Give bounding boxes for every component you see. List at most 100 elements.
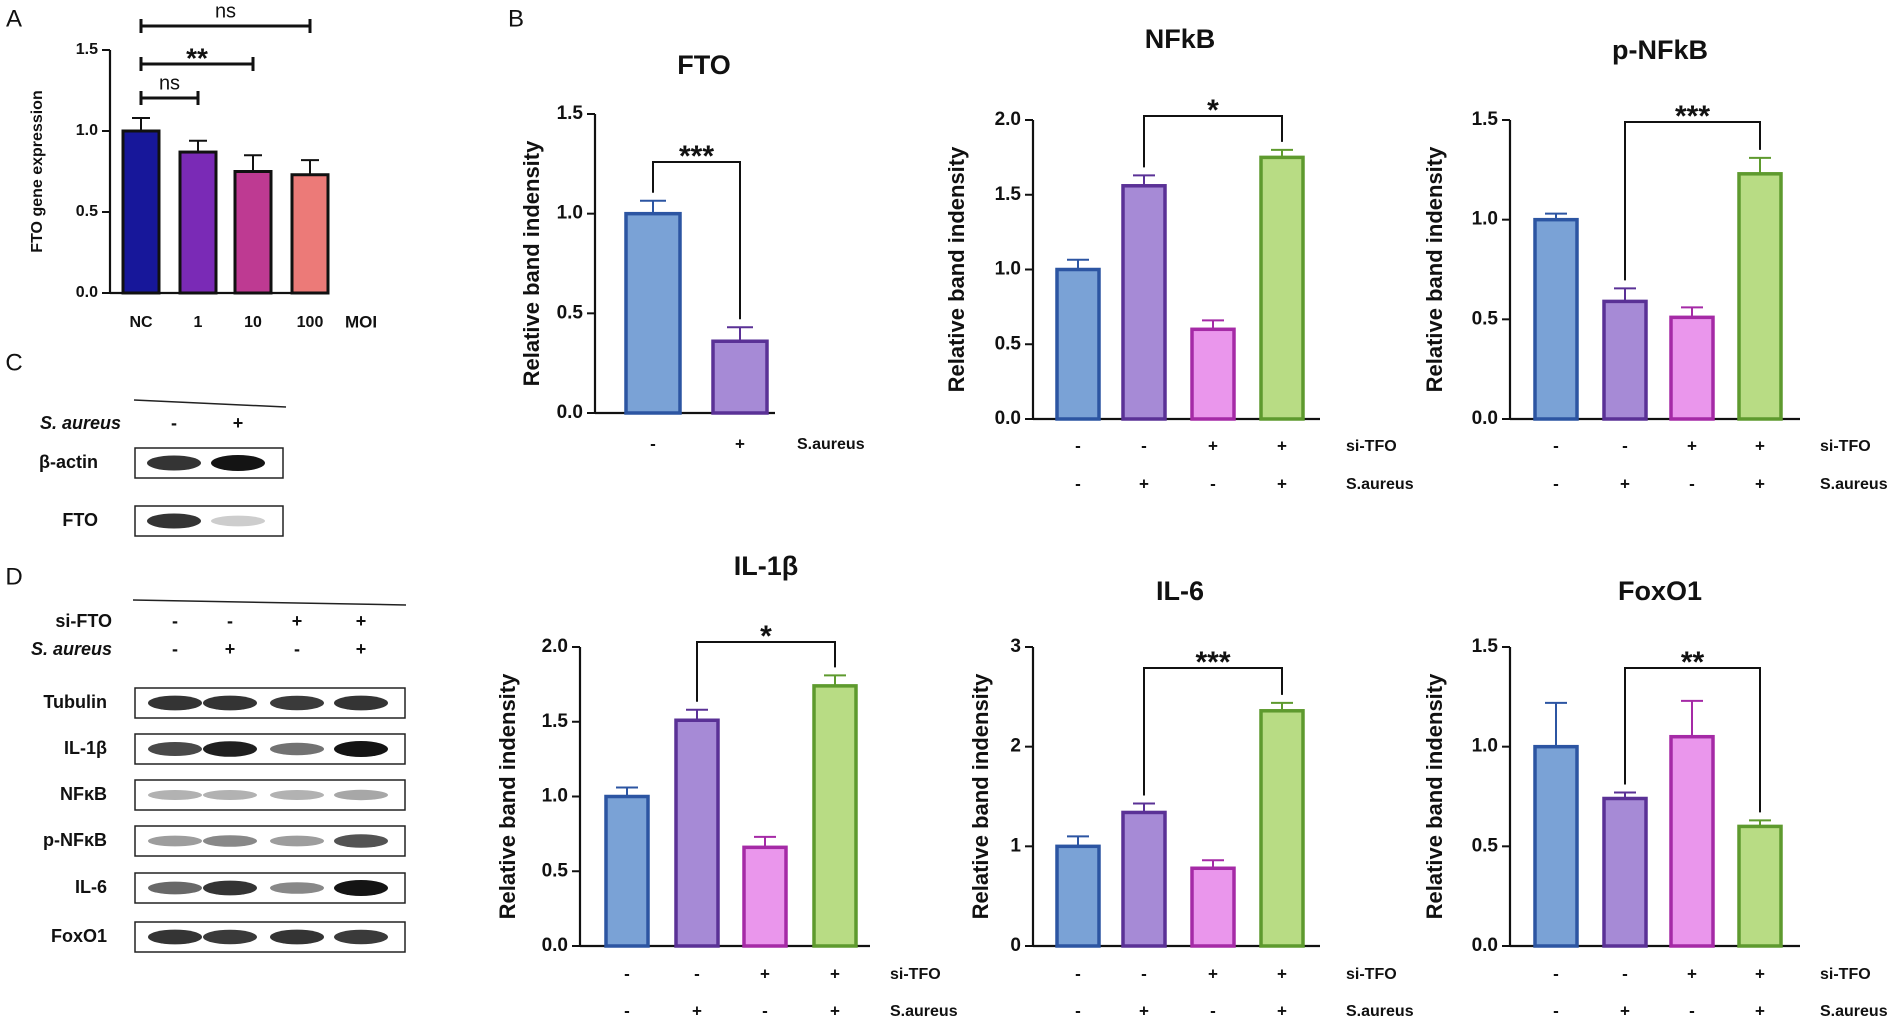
treatment-sign: - xyxy=(1075,436,1081,455)
treatment-label: si-FTO xyxy=(55,611,112,631)
chart-title: IL-6 xyxy=(1156,576,1204,606)
protein-band xyxy=(203,835,257,847)
treatment-sign: + xyxy=(225,639,236,659)
chart-il-1b: IL-1β Relative band indensity 0.0 0.5 1.0 1.5… xyxy=(495,551,958,1020)
protein-band xyxy=(203,695,257,711)
y-tick-label: 0.5 xyxy=(995,333,1022,354)
band-label: Tubulin xyxy=(43,692,107,712)
chart-il-6: IL-6 Relative band indensity 0 1 2 3 *** - - + + si… xyxy=(968,576,1414,1020)
bar xyxy=(1669,315,1715,421)
protein-band xyxy=(147,455,201,471)
treatment-row-label: si-TFO xyxy=(1820,438,1871,455)
y-axis-label: Relative band indensity xyxy=(519,140,544,386)
treatment-sign: - xyxy=(694,964,700,983)
y-tick-label: 0.5 xyxy=(1472,835,1499,856)
treatment-sign: - xyxy=(1553,474,1559,493)
y-tick-label: 0.5 xyxy=(557,302,584,323)
bar xyxy=(1121,810,1167,948)
bar xyxy=(121,129,161,295)
y-tick-label: 0.0 xyxy=(1472,935,1498,956)
treatment-row-label: si-TFO xyxy=(1820,966,1871,983)
bar xyxy=(674,718,720,948)
y-tick-label: 1.0 xyxy=(995,259,1021,280)
bar xyxy=(1533,744,1579,948)
protein-band xyxy=(203,929,257,945)
treatment-sign: + xyxy=(1755,1001,1765,1020)
significance-bracket xyxy=(1624,667,1761,813)
treatment-sign: + xyxy=(1139,474,1149,493)
bar xyxy=(742,845,788,948)
western-blot-c: S. aureus - + β-actin FTO xyxy=(39,399,287,537)
x-tick-label: 100 xyxy=(297,314,324,331)
x-axis-label: MOI xyxy=(345,312,377,331)
protein-band xyxy=(334,695,388,711)
treatment-sign: - xyxy=(172,639,178,659)
band-label: FTO xyxy=(62,510,98,530)
treatment-sign: + xyxy=(1208,436,1218,455)
treatment-sign: - xyxy=(624,964,630,983)
y-axis-label: Relative band indensity xyxy=(968,673,993,919)
y-tick-label: 1.5 xyxy=(1472,636,1499,657)
treatment-sign: + xyxy=(1277,1001,1287,1020)
chart-foxo1: FoxO1 Relative band indensity 0.0 0.5 1.0 1.5… xyxy=(1422,576,1888,1020)
chart-title: FTO xyxy=(677,50,731,80)
treatment-line xyxy=(133,399,287,408)
treatment-sign: + xyxy=(1277,964,1287,983)
treatment-sign: + xyxy=(1687,964,1697,983)
significance-bracket xyxy=(696,641,836,702)
y-tick-label: 0.5 xyxy=(76,203,98,220)
treatment-row-label: S.aureus xyxy=(1820,476,1888,493)
y-axis-label: Relative band indensity xyxy=(1422,673,1447,919)
y-axis-label: FTO gene expression xyxy=(29,90,46,252)
protein-band xyxy=(334,834,388,848)
bar xyxy=(604,794,650,948)
treatment-sign: + xyxy=(1620,1001,1630,1020)
significance-label: * xyxy=(760,620,772,653)
protein-band xyxy=(203,741,257,757)
protein-band xyxy=(270,742,324,756)
significance-bracket xyxy=(1143,115,1283,168)
significance-label: ** xyxy=(186,42,208,73)
treatment-sign: - xyxy=(1553,1001,1559,1020)
treatment-row-label: S.aureus xyxy=(890,1003,958,1020)
significance-label: ** xyxy=(1681,646,1705,679)
bar xyxy=(1602,299,1648,421)
protein-band xyxy=(270,695,324,711)
significance-label: *** xyxy=(679,140,714,173)
chart-p-nfkb: p-NFkB Relative band indensity 0.0 0.5 1.0 1.… xyxy=(1422,35,1888,493)
treatment-sign: + xyxy=(233,413,244,433)
y-tick-label: 1.5 xyxy=(557,103,584,124)
y-tick-label: 0.0 xyxy=(76,284,98,301)
y-tick-label: 1.5 xyxy=(542,711,569,732)
significance-label: ns xyxy=(215,0,236,22)
significance-bracket xyxy=(1624,121,1761,281)
protein-band xyxy=(148,835,202,847)
treatment-sign: + xyxy=(1755,964,1765,983)
bar xyxy=(812,684,858,948)
y-tick-label: 0.0 xyxy=(995,408,1021,429)
band-label: IL-6 xyxy=(75,877,107,897)
protein-band xyxy=(203,790,257,800)
bar xyxy=(1055,267,1101,421)
protein-band xyxy=(270,790,324,800)
protein-band xyxy=(270,835,324,847)
treatment-sign: - xyxy=(1622,964,1628,983)
treatment-sign: - xyxy=(1622,436,1628,455)
significance-bracket xyxy=(652,161,741,320)
treatment-sign: + xyxy=(830,1001,840,1020)
treatment-sign: + xyxy=(1620,474,1630,493)
y-tick-label: 1.0 xyxy=(542,786,568,807)
treatment-sign: - xyxy=(172,611,178,631)
y-tick-label: 0.5 xyxy=(542,860,569,881)
y-tick-label: 0 xyxy=(1010,935,1021,956)
bar xyxy=(178,150,218,295)
treatment-sign: - xyxy=(1689,1001,1695,1020)
protein-band xyxy=(334,880,388,896)
y-tick-label: 1.0 xyxy=(557,203,583,224)
treatment-sign: + xyxy=(760,964,770,983)
protein-band xyxy=(148,881,202,895)
y-tick-label: 0.0 xyxy=(542,935,568,956)
treatment-sign: + xyxy=(1208,964,1218,983)
bar xyxy=(1533,217,1579,421)
